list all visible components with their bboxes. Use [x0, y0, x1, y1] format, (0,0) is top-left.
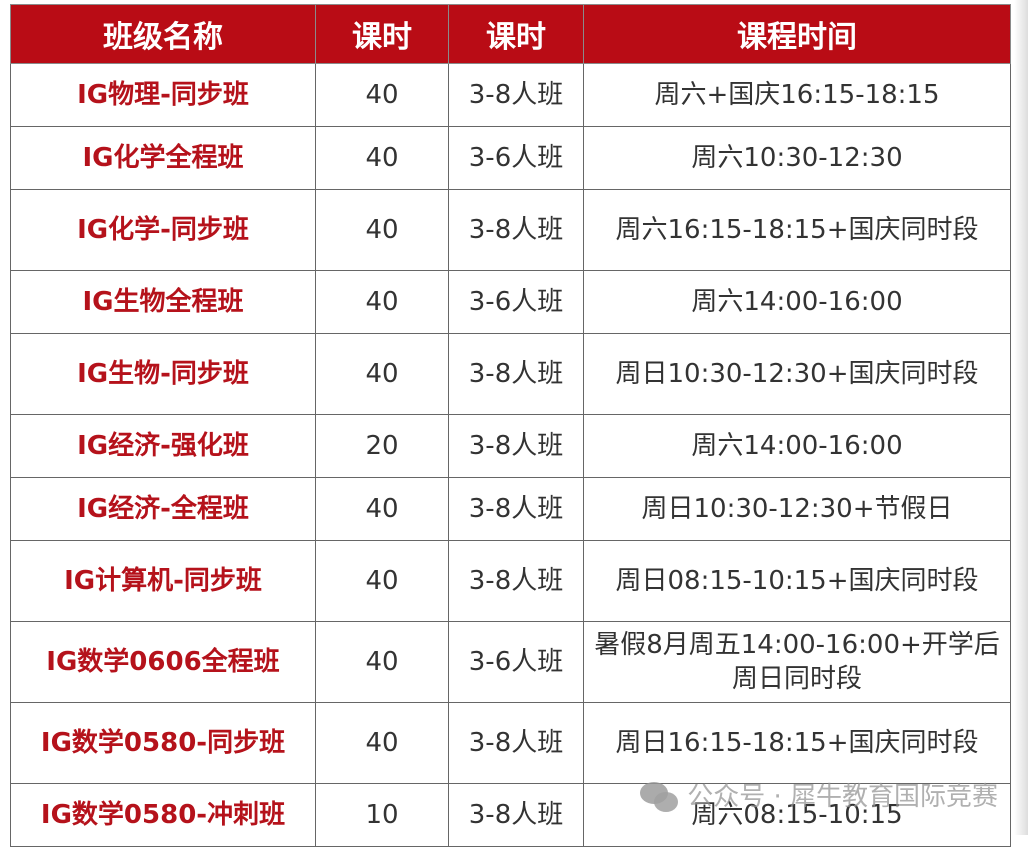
class-size-cell: 3-8人班	[448, 540, 584, 622]
wechat-icon	[640, 782, 679, 812]
hours-cell: 20	[315, 414, 449, 478]
class-size-cell: 3-8人班	[448, 333, 584, 415]
class-size-cell: 3-8人班	[448, 189, 584, 271]
watermark: 公众号 · 犀牛教育国际竞赛	[639, 780, 998, 814]
class-size-cell: 3-8人班	[448, 477, 584, 541]
hours-cell: 40	[315, 189, 449, 271]
schedule-cell: 周六14:00-16:00	[583, 414, 1011, 478]
class-name-cell: IG数学0606全程班	[10, 621, 316, 703]
hours-cell: 40	[315, 270, 449, 334]
class-name-cell: IG生物全程班	[10, 270, 316, 334]
schedule-cell: 周六+国庆16:15-18:15	[583, 63, 1011, 127]
hours-cell: 40	[315, 702, 449, 784]
table-row: IG化学-同步班 40 3-8人班 周六16:15-18:15+国庆同时段	[10, 189, 1011, 271]
page-edge	[1014, 0, 1028, 835]
class-name-cell: IG经济-强化班	[10, 414, 316, 478]
class-size-cell: 3-6人班	[448, 621, 584, 703]
schedule-cell: 周日08:15-10:15+国庆同时段	[583, 540, 1011, 622]
class-size-cell: 3-8人班	[448, 63, 584, 127]
class-size-cell: 3-8人班	[448, 783, 584, 847]
table-row: IG计算机-同步班 40 3-8人班 周日08:15-10:15+国庆同时段	[10, 540, 1011, 622]
header-hours: 课时	[315, 4, 449, 64]
schedule-cell: 周日10:30-12:30+节假日	[583, 477, 1011, 541]
schedule-cell: 周日10:30-12:30+国庆同时段	[583, 333, 1011, 415]
table-row: IG数学0606全程班 40 3-6人班 暑假8月周五14:00-16:00+开学后周…	[10, 621, 1011, 703]
schedule-cell: 暑假8月周五14:00-16:00+开学后周日同时段	[583, 621, 1011, 703]
class-size-cell: 3-8人班	[448, 702, 584, 784]
table-row: IG经济-全程班 40 3-8人班 周日10:30-12:30+节假日	[10, 477, 1011, 541]
hours-cell: 40	[315, 126, 449, 190]
class-name-cell: IG数学0580-冲刺班	[10, 783, 316, 847]
header-class-name: 班级名称	[10, 4, 316, 64]
table-row: IG生物全程班 40 3-6人班 周六14:00-16:00	[10, 270, 1011, 334]
class-name-cell: IG计算机-同步班	[10, 540, 316, 622]
header-schedule: 课程时间	[583, 4, 1011, 64]
table-row: IG数学0580-同步班 40 3-8人班 周日16:15-18:15+国庆同时段	[10, 702, 1011, 784]
header-row: 班级名称 课时 课时 课程时间	[10, 4, 1011, 64]
class-name-cell: IG化学全程班	[10, 126, 316, 190]
hours-cell: 40	[315, 333, 449, 415]
header-class-size: 课时	[448, 4, 584, 64]
hours-cell: 40	[315, 621, 449, 703]
watermark-text: 公众号 · 犀牛教育国际竞赛	[687, 782, 998, 812]
class-name-cell: IG生物-同步班	[10, 333, 316, 415]
class-size-cell: 3-6人班	[448, 126, 584, 190]
schedule-cell: 周六14:00-16:00	[583, 270, 1011, 334]
schedule-cell: 周六16:15-18:15+国庆同时段	[583, 189, 1011, 271]
class-size-cell: 3-6人班	[448, 270, 584, 334]
class-name-cell: IG经济-全程班	[10, 477, 316, 541]
table-row: IG化学全程班 40 3-6人班 周六10:30-12:30	[10, 126, 1011, 190]
schedule-cell: 周六10:30-12:30	[583, 126, 1011, 190]
hours-cell: 40	[315, 63, 449, 127]
class-name-cell: IG物理-同步班	[10, 63, 316, 127]
schedule-cell: 周日16:15-18:15+国庆同时段	[583, 702, 1011, 784]
table-row: IG生物-同步班 40 3-8人班 周日10:30-12:30+国庆同时段	[10, 333, 1011, 415]
class-schedule-table: 班级名称 课时 课时 课程时间 IG物理-同步班 40 3-8人班 周六+国庆16:1…	[10, 4, 1011, 847]
class-name-cell: IG化学-同步班	[10, 189, 316, 271]
hours-cell: 40	[315, 477, 449, 541]
class-size-cell: 3-8人班	[448, 414, 584, 478]
class-name-cell: IG数学0580-同步班	[10, 702, 316, 784]
hours-cell: 10	[315, 783, 449, 847]
table-row: IG经济-强化班 20 3-8人班 周六14:00-16:00	[10, 414, 1011, 478]
hours-cell: 40	[315, 540, 449, 622]
table-row: IG物理-同步班 40 3-8人班 周六+国庆16:15-18:15	[10, 63, 1011, 127]
